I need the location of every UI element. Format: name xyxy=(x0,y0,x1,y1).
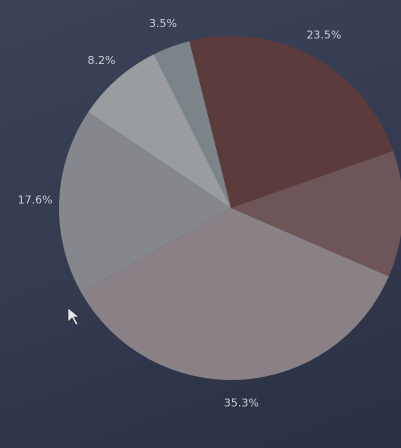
slice-label: 35.3% xyxy=(224,397,259,410)
slice-label: 17.6% xyxy=(18,193,53,206)
mouse-cursor xyxy=(68,308,79,325)
slice-label: 8.2% xyxy=(88,54,116,67)
chart: 23.5% 35.3% 17.6% 8.2% 3.5% xyxy=(0,0,401,448)
page: 23.5%35.3%17.6%8.2%3.5% (() => { const d… xyxy=(0,0,401,448)
slice-label: 3.5% xyxy=(149,17,177,30)
slice-label: 23.5% xyxy=(306,28,341,41)
